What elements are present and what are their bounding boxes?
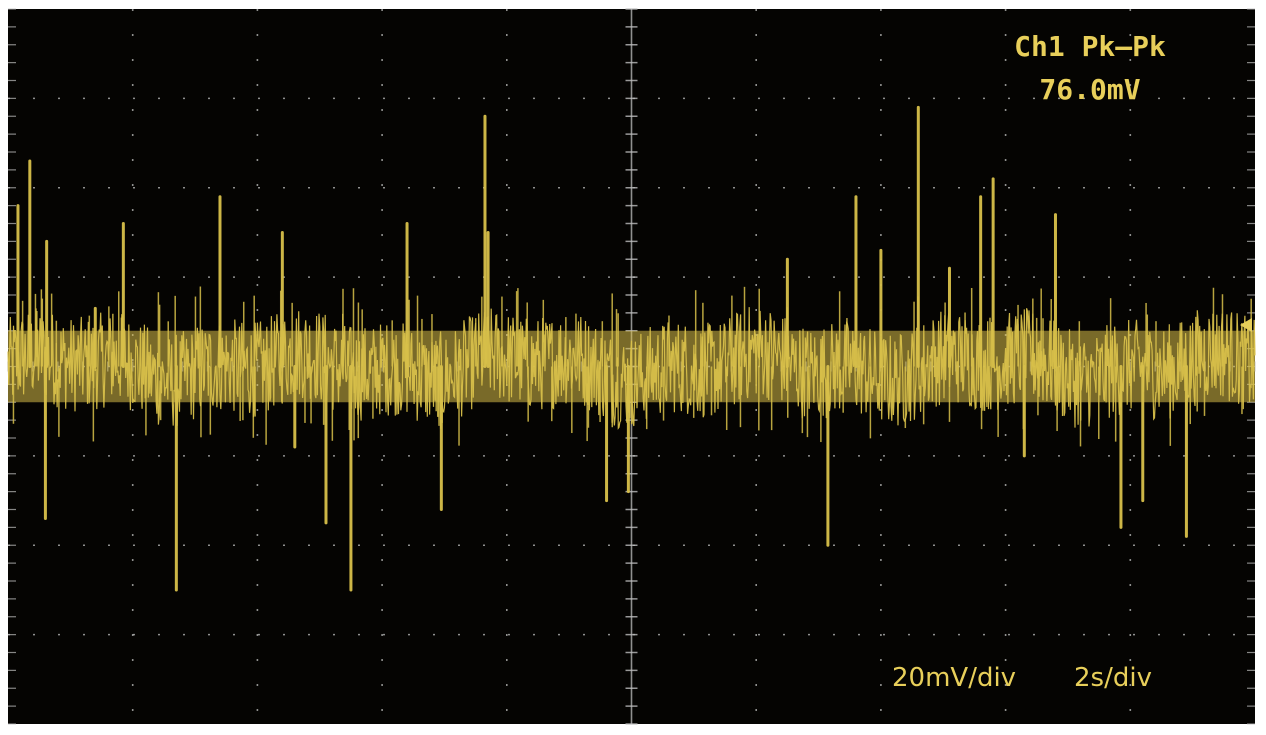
measurement-label: Ch1 Pk–Pk xyxy=(1014,30,1166,63)
measurement-value: 76.0mV xyxy=(1039,73,1140,106)
noise-trace xyxy=(7,307,1256,430)
vertical-scale-readout: 20mV/div xyxy=(892,663,1016,693)
ch1-trace xyxy=(7,105,1256,592)
trigger-level-marker xyxy=(1240,318,1252,332)
horizontal-scale-readout: 2s/div xyxy=(1074,663,1152,693)
